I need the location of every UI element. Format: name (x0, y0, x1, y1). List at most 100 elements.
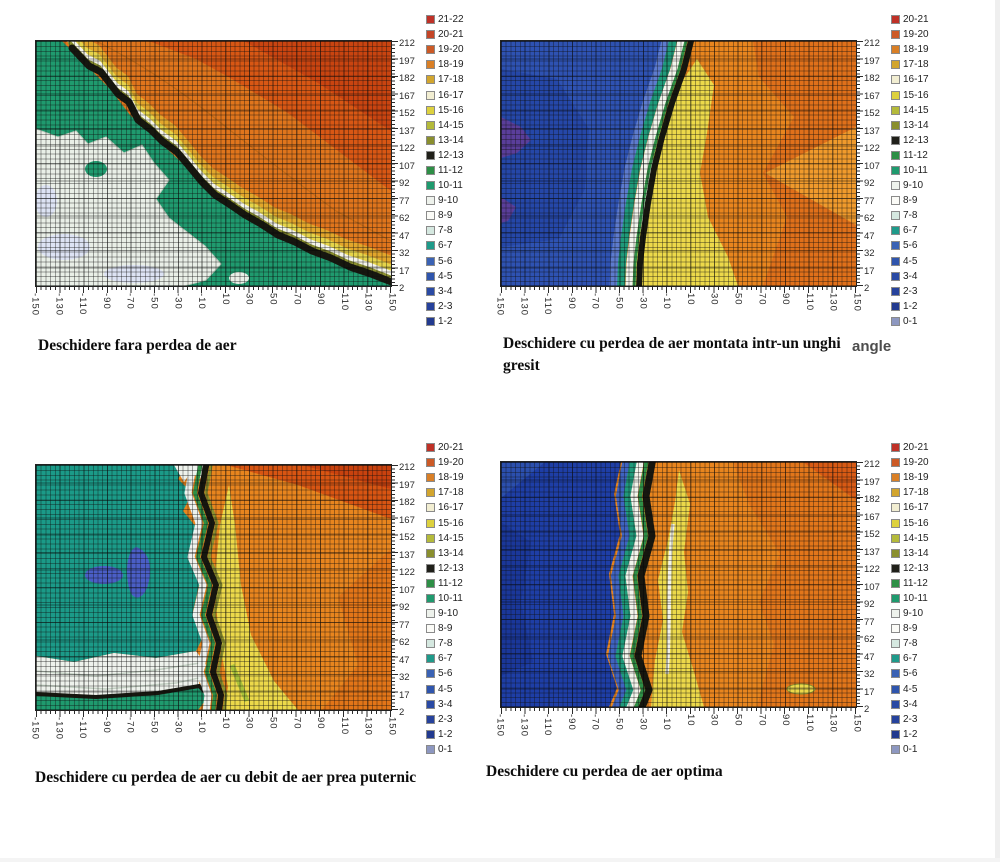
legend-swatch (891, 503, 900, 513)
contour-plot-4 (500, 461, 863, 714)
x-axis-tick-label: -110 (542, 714, 554, 737)
legend-swatch (426, 669, 435, 679)
legend-item: 0-1 (891, 314, 967, 329)
legend-swatch (891, 30, 900, 40)
y-axis-tick-label: 2 (399, 707, 405, 719)
x-axis-labels: -150 -130 -110 -90 -70 -50 -30 -10 10 30 50 70 90 110… (30, 293, 398, 337)
legend-swatch (426, 563, 435, 573)
legend-item: 14-15 (891, 531, 967, 546)
legend-swatch (426, 45, 435, 55)
legend-swatch (426, 316, 435, 326)
y-axis-tick-label: 92 (399, 602, 410, 614)
legend-item: 13-14 (891, 546, 967, 561)
x-axis-tick-label: 50 (267, 293, 279, 306)
hot-region (214, 465, 391, 710)
legend-label: 8-9 (903, 195, 918, 207)
legend-item: 15-16 (426, 103, 502, 118)
y-axis-major-ticks (857, 41, 863, 286)
y-axis-tick-label: 92 (864, 599, 875, 611)
x-axis-tick-label: -10 (196, 717, 208, 734)
y-axis-tick-label: 2 (864, 704, 870, 716)
legend-swatch (426, 150, 435, 160)
y-axis-tick-label: 77 (399, 619, 410, 631)
legend-item: 3-4 (891, 697, 967, 712)
y-axis-tick-label: 17 (864, 686, 875, 698)
legend-item: 12-13 (891, 561, 967, 576)
x-axis-tick-label: 130 (827, 714, 839, 733)
legend-item: 0-1 (426, 742, 502, 757)
y-axis-tick-label: 182 (399, 73, 415, 85)
x-axis-tick-label: -70 (124, 293, 136, 310)
legend-swatch (426, 15, 435, 25)
legend-label: 12-13 (903, 134, 929, 146)
y-axis-tick-label: 152 (399, 108, 415, 120)
x-axis-tick-label: 70 (291, 293, 303, 306)
legend-swatch (426, 518, 435, 528)
legend-item: 2-3 (426, 712, 502, 727)
legend-item: 5-6 (426, 666, 502, 681)
x-axis-tick-label: 110 (338, 293, 350, 312)
legend-swatch (891, 639, 900, 649)
x-axis-tick-label: -50 (148, 717, 160, 734)
legend-item: 8-9 (891, 193, 967, 208)
legend-swatch (426, 548, 435, 558)
legend-label: 11-12 (438, 164, 463, 176)
legend-label: 5-6 (903, 240, 918, 252)
legend-swatch (891, 196, 900, 206)
y-axis-tick-label: 2 (864, 283, 870, 295)
x-axis-labels: -150 -130 -110 -90 -70 -50 -30 -10 10 30 50 70 90 110… (495, 293, 863, 337)
legend-label: 15-16 (438, 104, 464, 116)
legend-item: 9-10 (891, 606, 967, 621)
legend-label: 11-12 (438, 577, 463, 589)
legend-swatch (426, 699, 435, 709)
y-axis-tick-label: 17 (399, 265, 410, 277)
legend-swatch (891, 226, 900, 236)
x-axis-tick-label: -30 (172, 293, 184, 310)
x-axis-major-ticks (36, 711, 391, 717)
legend-swatch (426, 211, 435, 221)
y-axis-minor-ticks (392, 41, 395, 286)
legend-label: 19-20 (903, 457, 929, 469)
legend-item: 6-7 (426, 238, 502, 253)
x-axis-tick-label: 10 (219, 293, 231, 306)
legend-swatch (891, 714, 900, 724)
legend-label: 7-8 (438, 638, 453, 650)
legend-label: 3-4 (903, 698, 918, 710)
legend-swatch (891, 135, 900, 145)
y-axis-tick-label: 122 (399, 143, 415, 155)
legend-swatch (426, 135, 435, 145)
x-axis-tick-label: -50 (613, 714, 625, 731)
legend-swatch (891, 256, 900, 266)
legend-item: 14-15 (426, 118, 502, 133)
y-axis-tick-label: 152 (864, 108, 880, 120)
legend-swatch (426, 684, 435, 694)
legend-label: 13-14 (903, 119, 929, 131)
legend-label: 21-22 (438, 14, 464, 26)
legend-swatch (426, 90, 435, 100)
legend-swatch (426, 639, 435, 649)
x-axis-tick-label: 70 (756, 293, 768, 306)
legend-swatch (426, 744, 435, 754)
y-axis-tick-label: 47 (864, 230, 875, 242)
legend-label: 1-2 (438, 315, 453, 327)
legend-label: 16-17 (438, 502, 464, 514)
legend-item: 7-8 (891, 208, 967, 223)
legend-item: 8-9 (891, 621, 967, 636)
legend-label: 13-14 (438, 134, 464, 146)
legend-label: 17-18 (438, 74, 464, 86)
contour-surface-2 (501, 41, 856, 286)
x-axis-tick-label: 110 (338, 717, 350, 736)
caption-1: Deschidere fara perdea de aer (38, 337, 237, 354)
legend-swatch (891, 744, 900, 754)
x-axis-tick-label: 150 (386, 293, 398, 312)
legend-label: 8-9 (903, 623, 918, 635)
x-axis-tick-label: 70 (291, 717, 303, 730)
legend-swatch (426, 473, 435, 483)
x-axis-tick-label: 130 (827, 293, 839, 312)
legend-label: 1-2 (438, 728, 453, 740)
x-axis-minor-ticks (36, 711, 391, 714)
legend-item: 12-13 (426, 561, 502, 576)
legend-swatch (426, 729, 435, 739)
legend-swatch (891, 458, 900, 468)
legend-label: 20-21 (438, 29, 464, 41)
